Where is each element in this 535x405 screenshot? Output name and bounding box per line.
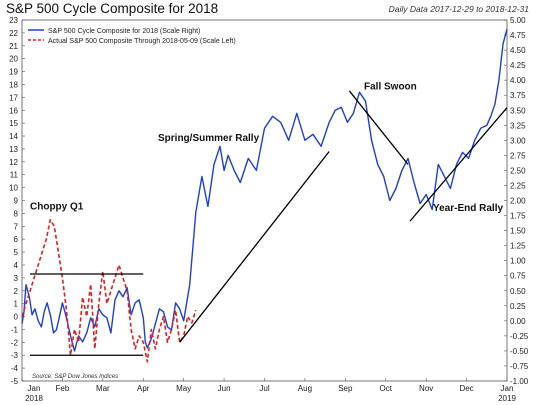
left-tick-label: 15 xyxy=(9,119,18,128)
left-tick-label: 10 xyxy=(9,184,18,193)
series-line-cycle-composite xyxy=(21,28,508,352)
left-tick-label: 3 xyxy=(14,274,19,283)
right-tick-label: 2.25 xyxy=(510,181,526,190)
source-note: Source: S&P Dow Jones Indices xyxy=(32,374,118,380)
left-tick-label: -2 xyxy=(11,338,19,347)
left-tick-label: 9 xyxy=(14,197,19,206)
x-tick-label: May xyxy=(176,384,191,393)
left-tick-label: 16 xyxy=(9,106,18,115)
x-tick-label: Jun xyxy=(218,384,231,393)
right-tick-label: 0.25 xyxy=(510,302,526,311)
annotation-label: Choppy Q1 xyxy=(30,202,84,213)
right-tick-label: 3.00 xyxy=(510,136,526,145)
x-tick-label: Dec xyxy=(459,384,473,393)
right-tick-label: 2.75 xyxy=(510,151,526,160)
annotation-label: Year-End Rally xyxy=(433,203,503,214)
right-tick-label: 3.75 xyxy=(510,91,526,100)
right-tick-label: 4.25 xyxy=(510,61,526,70)
left-tick-label: 19 xyxy=(9,68,18,77)
left-tick-label: 1 xyxy=(14,300,19,309)
x-tick-label: Sep xyxy=(338,384,353,393)
right-tick-label: -0.50 xyxy=(510,347,529,356)
left-tick-label: 0 xyxy=(14,313,19,322)
right-tick-label: 1.50 xyxy=(510,227,526,236)
left-tick-label: -1 xyxy=(11,325,19,334)
left-tick-label: 22 xyxy=(9,29,18,38)
left-tick-label: 6 xyxy=(14,235,19,244)
left-tick-label: 2 xyxy=(14,287,19,296)
left-tick-label: 23 xyxy=(9,16,18,25)
left-tick-label: 8 xyxy=(14,209,19,218)
chart-subtitle: Daily Data 2017-12-29 to 2018-12-31 xyxy=(388,4,529,14)
x-tick-label: Jul xyxy=(259,384,269,393)
chart-title: S&P 500 Cycle Composite for 2018 xyxy=(6,1,219,16)
series-line-actual-sp500 xyxy=(21,219,197,363)
x-tick-label: Jan xyxy=(501,384,514,393)
left-tick-label: 21 xyxy=(9,42,18,51)
right-tick-label: 1.25 xyxy=(510,242,526,251)
x-tick-label: Feb xyxy=(56,384,70,393)
right-tick-label: 4.50 xyxy=(510,46,526,55)
left-tick-label: 5 xyxy=(14,248,19,257)
annotation-label: Fall Swoon xyxy=(364,82,417,93)
legend-entry: S&P 500 Cycle Composite for 2018 (Scale … xyxy=(48,28,200,35)
annotation-label: Spring/Summer Rally xyxy=(158,133,260,144)
right-tick-label: 2.00 xyxy=(510,197,526,206)
right-tick-label: -0.25 xyxy=(510,332,529,341)
left-tick-label: -5 xyxy=(11,377,19,386)
right-tick-label: 4.75 xyxy=(510,31,526,40)
right-tick-label: 0.75 xyxy=(510,272,526,281)
x-tick-label: Nov xyxy=(419,384,433,393)
right-tick-label: 4.00 xyxy=(510,76,526,85)
x-year-label: 2018 xyxy=(25,394,43,403)
right-tick-label: 2.50 xyxy=(510,166,526,175)
left-tick-label: -4 xyxy=(11,364,19,373)
left-tick-label: 20 xyxy=(9,55,18,64)
right-tick-label: 1.00 xyxy=(510,257,526,266)
right-tick-label: 3.25 xyxy=(510,121,526,130)
left-tick-label: 4 xyxy=(14,261,19,270)
legend-entry: Actual S&P 500 Composite Through 2018-05… xyxy=(48,38,236,45)
right-tick-label: 5.00 xyxy=(510,16,526,25)
x-year-label: 2019 xyxy=(498,394,516,403)
right-tick-label: 1.75 xyxy=(510,212,526,221)
right-tick-label: 0.50 xyxy=(510,287,526,296)
left-tick-label: 18 xyxy=(9,80,18,89)
x-tick-label: Apr xyxy=(137,384,150,393)
right-tick-label: 0.00 xyxy=(510,317,526,326)
x-tick-label: Aug xyxy=(298,384,312,393)
left-tick-label: 7 xyxy=(14,222,19,231)
x-tick-label: Oct xyxy=(380,384,393,393)
right-tick-label: -0.75 xyxy=(510,362,529,371)
right-tick-label: 3.50 xyxy=(510,106,526,115)
left-tick-label: 14 xyxy=(9,132,18,141)
trend-line xyxy=(409,107,508,222)
right-tick-label: -1.00 xyxy=(510,377,529,386)
trend-line xyxy=(348,90,409,165)
left-tick-label: 13 xyxy=(9,145,18,154)
left-tick-label: 11 xyxy=(10,171,19,180)
x-tick-label: Jan xyxy=(28,384,41,393)
left-tick-label: -3 xyxy=(11,351,19,360)
trend-line xyxy=(179,151,330,343)
x-tick-label: Mar xyxy=(96,384,110,393)
left-tick-label: 12 xyxy=(9,158,18,167)
left-tick-label: 17 xyxy=(9,93,18,102)
